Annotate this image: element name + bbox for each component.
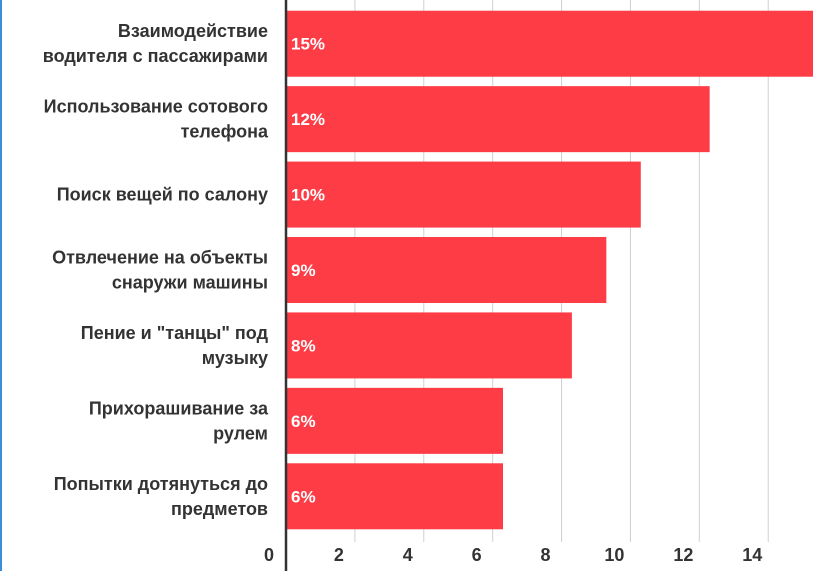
bar: [286, 161, 641, 228]
category-label: телефона: [181, 122, 269, 142]
bar: [286, 463, 503, 530]
category-label: Использование сотового: [44, 97, 268, 117]
bar: [286, 10, 813, 77]
x-tick-label: 14: [742, 545, 762, 565]
category-label: музыку: [202, 348, 268, 368]
bar: [286, 387, 503, 454]
category-label: Отвлечение на объекты: [52, 248, 268, 268]
x-tick-labels: 0 2 4 6 8 10 12 14: [264, 545, 762, 565]
category-labels: Взаимодействие водителя с пассажирами Испо…: [43, 21, 269, 519]
bar-value-label: 6%: [291, 412, 316, 431]
x-tick-label: 6: [472, 545, 482, 565]
x-tick-label: 10: [604, 545, 624, 565]
x-tick-label: 2: [334, 545, 344, 565]
x-tick-label: 0: [264, 545, 274, 565]
category-label: Пение и "танцы" под: [81, 323, 269, 343]
window-edge: [0, 0, 2, 571]
bar: [286, 86, 710, 153]
bar-value-label: 9%: [291, 261, 316, 280]
category-label: водителя с пассажирами: [43, 46, 268, 66]
bar-value-label: 10%: [291, 186, 325, 205]
category-label: снаружи машины: [112, 273, 268, 293]
x-tick-label: 8: [541, 545, 551, 565]
category-label: Прихорашивание за: [89, 398, 269, 418]
category-label: Попытки дотянуться до: [54, 474, 268, 494]
category-label: предметов: [171, 499, 268, 519]
bars: 15% 12% 10% 9% 8% 6% 6%: [286, 10, 813, 530]
category-label: рулем: [213, 423, 268, 443]
x-tick-label: 4: [403, 545, 413, 565]
x-tick-label: 12: [673, 545, 693, 565]
bar-value-label: 6%: [291, 487, 316, 506]
category-label: Взаимодействие: [118, 21, 268, 41]
bar: [286, 312, 572, 379]
category-label: Поиск вещей по салону: [57, 185, 268, 205]
bar-value-label: 15%: [291, 35, 325, 54]
bar-value-label: 8%: [291, 336, 316, 355]
bar: [286, 237, 607, 303]
bar-value-label: 12%: [291, 110, 325, 129]
